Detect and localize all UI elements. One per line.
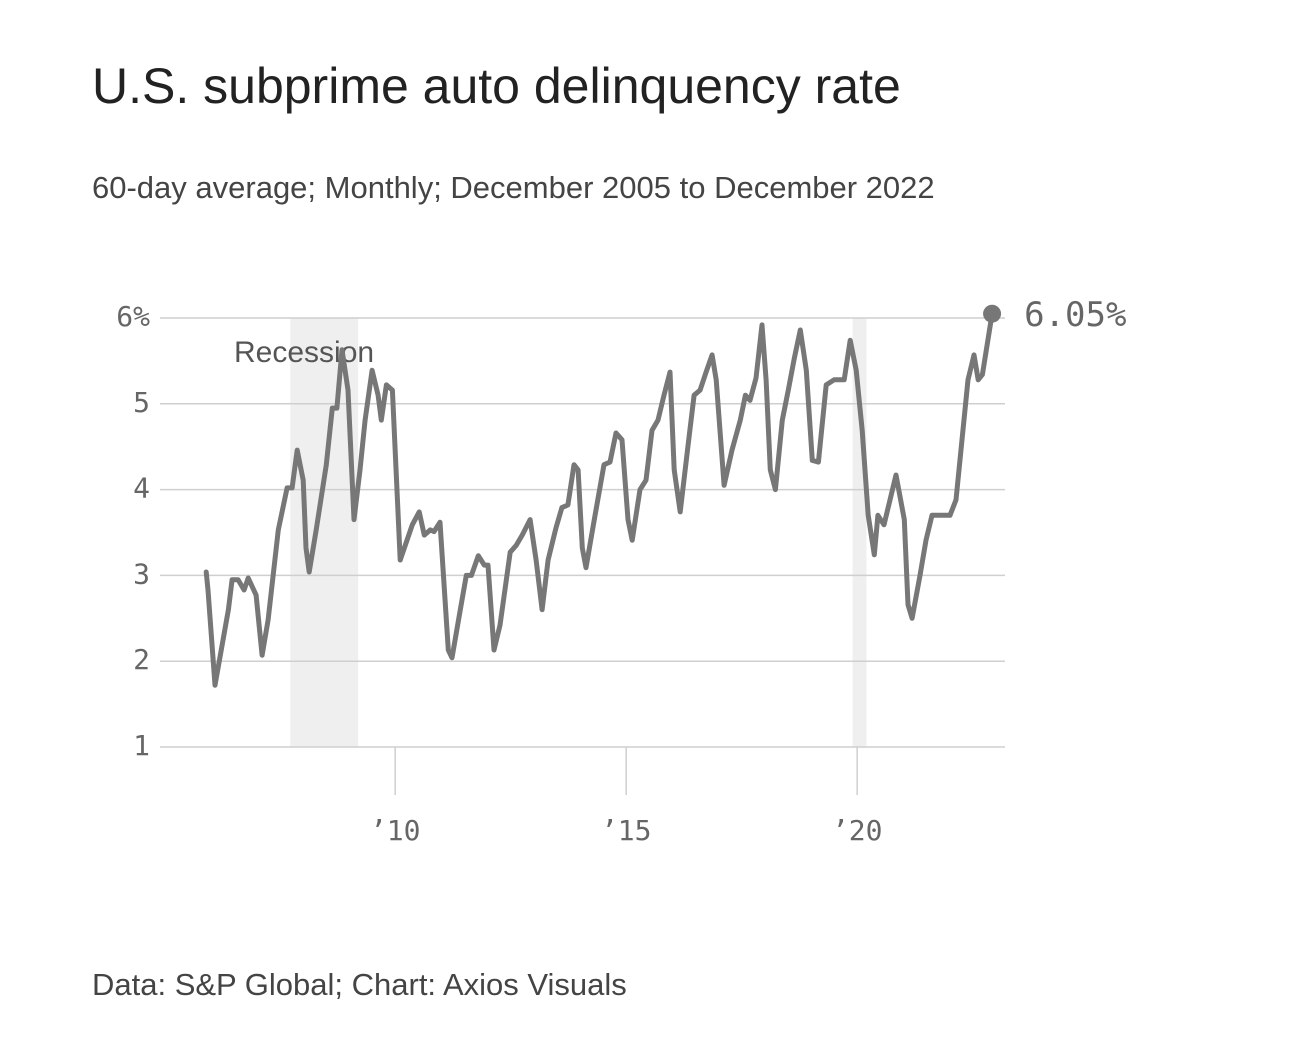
y-tick-label: 3	[133, 557, 150, 590]
data-line	[203, 311, 995, 688]
end-point	[983, 304, 1002, 323]
chart-title: U.S. subprime auto delinquency rate	[92, 58, 901, 114]
chart-subtitle: 60-day average; Monthly; December 2005 t…	[92, 170, 935, 205]
x-tick-label: ’20	[832, 814, 883, 847]
x-tick-label: ’10	[370, 814, 421, 847]
recession-label: Recession	[234, 336, 374, 369]
y-tick-label: 1	[133, 729, 150, 762]
y-tick-label: 4	[133, 472, 150, 505]
x-tick-label: ’15	[601, 814, 652, 847]
y-tick-label: 2	[133, 643, 150, 676]
value-label: 6.05%	[1024, 295, 1126, 335]
source-note: Data: S&P Global; Chart: Axios Visuals	[92, 967, 627, 1002]
y-tick-label: 6%	[116, 300, 150, 333]
y-tick-label: 5	[133, 386, 150, 419]
